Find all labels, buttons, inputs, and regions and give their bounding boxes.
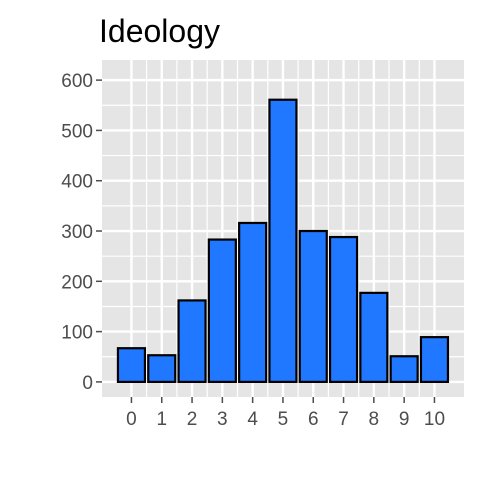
y-tick-label: 300 <box>61 222 93 243</box>
bar-1 <box>147 354 177 384</box>
bar-8 <box>359 291 389 384</box>
bars <box>116 98 450 384</box>
bar-5 <box>268 98 298 384</box>
y-tick-label: 400 <box>61 172 93 193</box>
x-tick-label: 2 <box>187 409 198 430</box>
bar-6 <box>298 229 328 384</box>
y-tick-label: 0 <box>82 373 93 394</box>
bar-3 <box>207 238 237 384</box>
x-tick-label: 0 <box>126 409 137 430</box>
chart-title: Ideology <box>99 13 220 49</box>
bar-10 <box>419 336 450 384</box>
x-tick-label: 10 <box>424 409 445 430</box>
bar-9 <box>389 355 419 384</box>
x-tick-label: 5 <box>278 409 289 430</box>
bar-4 <box>238 221 268 384</box>
x-axis: 0 1 2 3 4 5 6 7 8 9 10 <box>126 397 445 430</box>
y-tick-label: 100 <box>61 323 93 344</box>
x-tick-label: 8 <box>369 409 380 430</box>
y-tick-label: 200 <box>61 272 93 293</box>
x-tick-label: 1 <box>156 409 167 430</box>
bar-7 <box>328 235 359 384</box>
x-tick-label: 7 <box>338 409 349 430</box>
x-tick-label: 9 <box>399 409 410 430</box>
x-tick-label: 4 <box>247 409 258 430</box>
bar-2 <box>177 299 207 384</box>
x-tick-label: 6 <box>308 409 319 430</box>
x-tick-label: 3 <box>217 409 228 430</box>
y-axis: 0 100 200 300 400 500 600 <box>61 71 102 394</box>
y-tick-label: 500 <box>61 121 93 142</box>
bar-0 <box>116 347 147 384</box>
y-tick-label: 600 <box>61 71 93 92</box>
